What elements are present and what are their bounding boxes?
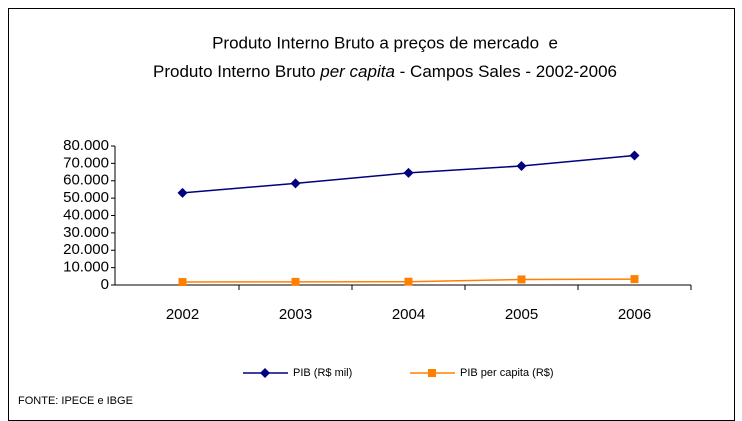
- title-part: per capita: [319, 62, 395, 81]
- y-tick-label: 10.000: [63, 259, 109, 276]
- x-tick-label: 2005: [505, 306, 538, 323]
- title-part: - Campos Sales - 2002-2006: [395, 62, 617, 81]
- point-marker: [404, 277, 413, 286]
- chart-title-line-1: Produto Interno Bruto a preços de mercad…: [212, 33, 558, 52]
- point-marker: [630, 275, 639, 284]
- point-marker: [516, 160, 527, 171]
- point-marker: [260, 368, 270, 378]
- x-tick-label: 2006: [618, 306, 651, 323]
- y-tick-label: 50.000: [63, 189, 109, 206]
- y-tick-label: 40.000: [63, 206, 109, 223]
- y-tick-label: 20.000: [63, 241, 109, 258]
- point-marker: [290, 178, 301, 189]
- x-tick-label: 2004: [392, 306, 425, 323]
- point-marker: [517, 275, 526, 284]
- legend-label: PIB (R$ mil): [293, 367, 352, 379]
- y-tick-label: 60.000: [63, 172, 109, 189]
- point-marker: [428, 369, 436, 377]
- y-tick-label: 80.000: [63, 137, 109, 154]
- point-marker: [629, 150, 640, 161]
- point-marker: [178, 278, 187, 287]
- y-tick-label: 30.000: [63, 224, 109, 241]
- point-marker: [291, 277, 300, 286]
- point-marker: [177, 187, 188, 198]
- chart-title-line-2: Produto Interno Bruto per capita - Campo…: [153, 62, 617, 81]
- y-tick-label: 70.000: [63, 154, 109, 171]
- legend-label: PIB per capita (R$): [460, 367, 554, 379]
- source-note: FONTE: IPECE e IBGE: [18, 395, 133, 407]
- y-tick-label: 0: [101, 276, 109, 293]
- x-tick-label: 2002: [166, 306, 199, 323]
- point-marker: [403, 167, 414, 178]
- x-tick-label: 2003: [279, 306, 312, 323]
- title-part: Produto Interno Bruto: [153, 62, 320, 81]
